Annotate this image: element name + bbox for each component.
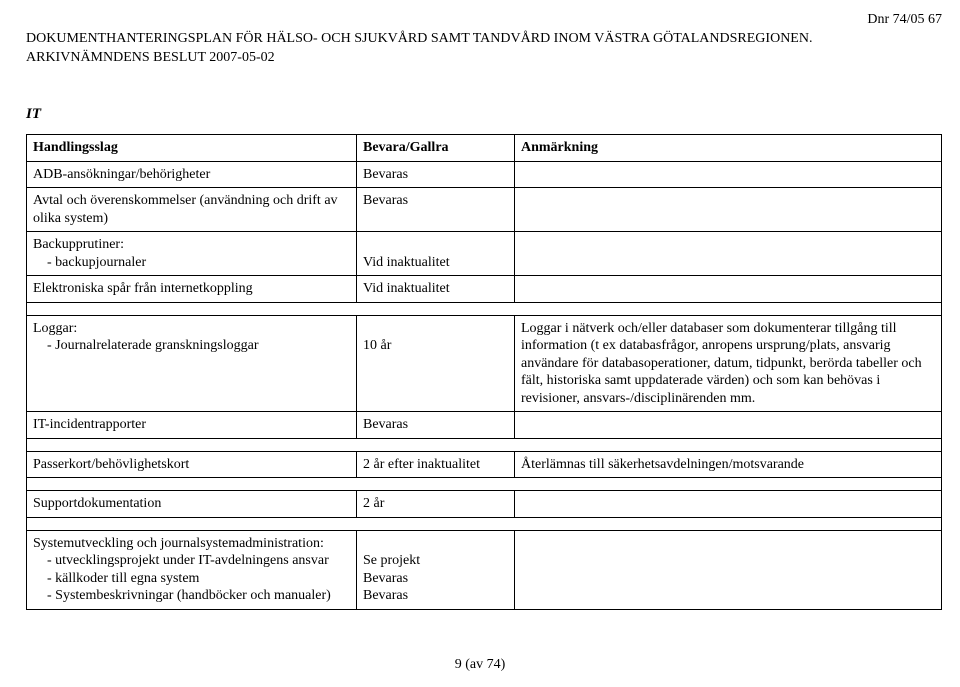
title-line-1: DOKUMENTHANTERINGSPLAN FÖR HÄLSO- OCH SJ… — [26, 31, 812, 46]
table-row: Avtal och överenskommelser (användning o… — [27, 188, 942, 232]
cell-anmarkning — [515, 161, 942, 188]
cell-handlingsslag: ADB-ansökningar/behörigheter — [27, 161, 357, 188]
cell-handlingsslag: Passerkort/behövlighetskort — [27, 451, 357, 478]
cell-bevara: 10 år — [357, 315, 515, 412]
cell-bevara: 2 år — [357, 491, 515, 518]
list-item: källkoder till egna system — [47, 570, 350, 588]
cell-handlingsslag: Systemutveckling och journalsystemadmini… — [27, 530, 357, 609]
text-line: 10 år — [363, 338, 391, 353]
table-row: Passerkort/behövlighetskort 2 år efter i… — [27, 451, 942, 478]
table-header-row: Handlingsslag Bevara/Gallra Anmärkning — [27, 135, 942, 162]
text-line: Backupprutiner: — [33, 237, 124, 252]
records-table: Handlingsslag Bevara/Gallra Anmärkning A… — [26, 134, 942, 610]
cell-anmarkning — [515, 232, 942, 276]
dash-list: Journalrelaterade granskningsloggar — [33, 337, 350, 355]
col-header-bevara-gallra: Bevara/Gallra — [357, 135, 515, 162]
table-row: ADB-ansökningar/behörigheter Bevaras — [27, 161, 942, 188]
text-line: Bevaras — [363, 588, 408, 603]
table-row: Supportdokumentation 2 år — [27, 491, 942, 518]
text-line: Vid inaktualitet — [363, 255, 450, 270]
col-header-anmarkning: Anmärkning — [515, 135, 942, 162]
cell-anmarkning — [515, 412, 942, 439]
section-label: IT — [26, 106, 41, 123]
page-footer: 9 (av 74) — [0, 657, 960, 673]
gap-row — [27, 302, 942, 315]
table-row: Elektroniska spår från internetkoppling … — [27, 276, 942, 303]
cell-bevara: Vid inaktualitet — [357, 232, 515, 276]
cell-handlingsslag: Loggar: Journalrelaterade granskningslog… — [27, 315, 357, 412]
table-row: IT-incidentrapporter Bevaras — [27, 412, 942, 439]
list-item: utvecklingsprojekt under IT-avdelningens… — [47, 552, 350, 570]
cell-bevara: Se projekt Bevaras Bevaras — [357, 530, 515, 609]
text-line: Bevaras — [363, 571, 408, 586]
gap-row — [27, 517, 942, 530]
cell-bevara: Bevaras — [357, 188, 515, 232]
text-line: Se projekt — [363, 553, 420, 568]
cell-anmarkning — [515, 530, 942, 609]
cell-bevara: Vid inaktualitet — [357, 276, 515, 303]
title-line-2: ARKIVNÄMNDENS BESLUT 2007-05-02 — [26, 50, 275, 65]
table-row: Backupprutiner: backupjournaler Vid inak… — [27, 232, 942, 276]
gap-row — [27, 478, 942, 491]
cell-anmarkning: Loggar i nätverk och/eller databaser som… — [515, 315, 942, 412]
dash-list: utvecklingsprojekt under IT-avdelningens… — [33, 552, 350, 605]
table-row: Systemutveckling och journalsystemadmini… — [27, 530, 942, 609]
cell-anmarkning: Återlämnas till säkerhetsavdelningen/mot… — [515, 451, 942, 478]
gap-row — [27, 438, 942, 451]
table-row: Loggar: Journalrelaterade granskningslog… — [27, 315, 942, 412]
list-item: Journalrelaterade granskningsloggar — [47, 337, 350, 355]
table-container: Handlingsslag Bevara/Gallra Anmärkning A… — [26, 134, 942, 610]
page: Dnr 74/05 67 DOKUMENTHANTERINGSPLAN FÖR … — [0, 0, 960, 687]
text-line: Avtal och överenskommelser (användning o… — [33, 193, 338, 208]
cell-bevara: 2 år efter inaktualitet — [357, 451, 515, 478]
cell-bevara: Bevaras — [357, 412, 515, 439]
cell-bevara: Bevaras — [357, 161, 515, 188]
list-item: backupjournaler — [47, 254, 350, 272]
dnr: Dnr 74/05 67 — [867, 12, 942, 28]
cell-handlingsslag: IT-incidentrapporter — [27, 412, 357, 439]
cell-handlingsslag: Elektroniska spår från internetkoppling — [27, 276, 357, 303]
cell-handlingsslag: Supportdokumentation — [27, 491, 357, 518]
dash-list: backupjournaler — [33, 254, 350, 272]
col-header-handlingsslag: Handlingsslag — [27, 135, 357, 162]
cell-anmarkning — [515, 491, 942, 518]
cell-anmarkning — [515, 276, 942, 303]
text-line: Loggar: — [33, 321, 77, 336]
text-line: olika system) — [33, 211, 108, 226]
cell-handlingsslag: Avtal och överenskommelser (användning o… — [27, 188, 357, 232]
cell-handlingsslag: Backupprutiner: backupjournaler — [27, 232, 357, 276]
list-item: Systembeskrivningar (handböcker och manu… — [47, 587, 350, 605]
document-title: DOKUMENTHANTERINGSPLAN FÖR HÄLSO- OCH SJ… — [26, 30, 812, 68]
cell-anmarkning — [515, 188, 942, 232]
text-line: Systemutveckling och journalsystemadmini… — [33, 536, 324, 551]
